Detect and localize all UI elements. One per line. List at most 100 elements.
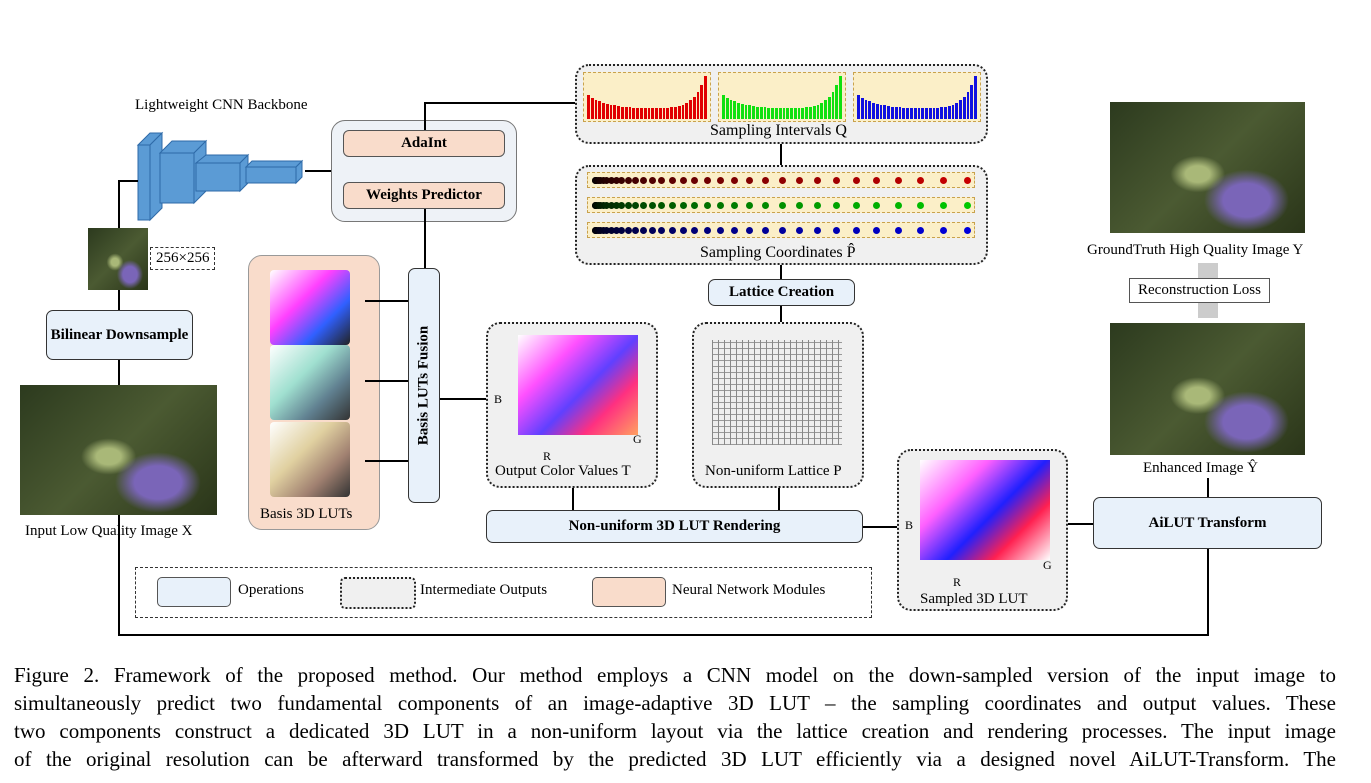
adaint-box: AdaInt bbox=[343, 130, 505, 157]
coordinate-dot bbox=[731, 201, 739, 209]
histogram-bar bbox=[909, 107, 913, 119]
coordinate-dot bbox=[691, 226, 699, 234]
histogram-bar bbox=[756, 106, 759, 119]
histogram-bar bbox=[835, 85, 839, 119]
axis-b-label: B bbox=[494, 392, 503, 406]
coordinate-dot bbox=[640, 201, 648, 209]
histogram-bar bbox=[621, 106, 624, 119]
histogram-bar bbox=[740, 103, 744, 119]
histogram-bar bbox=[917, 108, 921, 119]
lattice-cube bbox=[712, 340, 842, 445]
histogram-bar bbox=[812, 105, 816, 119]
input-image bbox=[20, 385, 217, 515]
legend-label-nn: Neural Network Modules bbox=[672, 582, 826, 598]
coordinate-dot bbox=[632, 201, 640, 209]
basis-lut-cube-3 bbox=[270, 422, 350, 497]
coordinate-dot bbox=[894, 176, 902, 184]
coordinate-dot bbox=[717, 201, 725, 209]
coordinate-dot bbox=[795, 201, 803, 209]
coordinate-dot bbox=[814, 176, 822, 184]
histogram-bar bbox=[974, 76, 977, 119]
coordinate-dot bbox=[658, 226, 666, 234]
coordinate-dot bbox=[717, 226, 725, 234]
histogram-bar bbox=[639, 107, 643, 119]
histogram-bar bbox=[959, 100, 962, 119]
histogram-bar bbox=[605, 103, 609, 119]
histogram-bar bbox=[725, 97, 729, 119]
input-image-label: Input Low Quality Image X bbox=[25, 523, 193, 539]
coords-red bbox=[587, 172, 975, 188]
histogram-bar bbox=[704, 76, 707, 119]
coordinate-dot bbox=[873, 201, 881, 209]
ailut-transform-box: AiLUT Transform bbox=[1093, 497, 1322, 549]
histogram-bar bbox=[887, 106, 891, 119]
fusion-box: Basis LUTs Fusion bbox=[408, 268, 440, 503]
histogram-bar bbox=[970, 85, 974, 119]
histogram-bar bbox=[636, 107, 639, 119]
histogram-bar bbox=[655, 108, 658, 119]
histogram-bar bbox=[860, 97, 864, 119]
histogram-bar bbox=[685, 102, 689, 119]
histogram-bar bbox=[767, 107, 771, 119]
bilinear-downsample-box: Bilinear Downsample bbox=[46, 310, 193, 360]
histogram-bar bbox=[744, 104, 748, 119]
coordinate-dot bbox=[599, 201, 607, 209]
basis-lut-cube-2 bbox=[270, 345, 350, 420]
histogram-bar bbox=[722, 95, 725, 119]
histogram-bar bbox=[820, 102, 824, 119]
coordinate-dot bbox=[731, 176, 739, 184]
coordinate-dot bbox=[917, 176, 925, 184]
histogram-bar bbox=[759, 107, 763, 119]
legend-swatch-nn bbox=[592, 577, 666, 607]
coords-blue bbox=[587, 222, 975, 238]
histogram-bar bbox=[857, 95, 860, 119]
histogram-bar bbox=[864, 99, 868, 119]
coordinate-dot bbox=[618, 201, 626, 209]
histogram-bar bbox=[786, 108, 790, 119]
coordinate-dot bbox=[612, 176, 620, 184]
legend-label-intermediate: Intermediate Outputs bbox=[420, 582, 548, 598]
sampled-lut-cube bbox=[920, 460, 1050, 560]
histogram-bar bbox=[805, 107, 808, 119]
legend-swatch-intermediate bbox=[340, 577, 416, 609]
histogram-bar bbox=[673, 106, 677, 119]
sampled-lut-label: Sampled 3D LUT bbox=[920, 591, 1028, 607]
histogram-bar bbox=[925, 108, 928, 119]
histogram-bar bbox=[913, 107, 917, 119]
histogram-bar bbox=[966, 91, 970, 119]
enhanced-image bbox=[1110, 323, 1305, 455]
weights-predictor-box: Weights Predictor bbox=[343, 182, 505, 209]
coordinate-dot bbox=[679, 201, 687, 209]
histogram-bar bbox=[894, 107, 898, 119]
axis-r-label: R bbox=[953, 575, 962, 589]
coordinate-dot bbox=[640, 226, 648, 234]
enhanced-label: Enhanced Image Ŷ bbox=[1143, 460, 1258, 476]
coordinate-dot bbox=[632, 176, 640, 184]
histogram-bar bbox=[651, 108, 655, 119]
output-values-label: Output Color Values T bbox=[495, 463, 631, 479]
coordinate-dot bbox=[624, 201, 632, 209]
coordinate-dot bbox=[618, 176, 626, 184]
histogram-bar bbox=[801, 107, 805, 119]
histogram-bar bbox=[737, 102, 740, 119]
coordinate-dot bbox=[873, 176, 881, 184]
coordinate-dot bbox=[778, 201, 786, 209]
histogram-red bbox=[583, 72, 711, 122]
coordinate-dot bbox=[599, 226, 607, 234]
axis-b-label: B bbox=[905, 518, 914, 532]
coordinate-dot bbox=[746, 176, 754, 184]
coordinate-dot bbox=[833, 201, 841, 209]
coordinate-dot bbox=[964, 176, 971, 184]
histogram-bar bbox=[891, 106, 894, 119]
histogram-bar bbox=[782, 108, 786, 119]
coordinate-dot bbox=[668, 176, 676, 184]
coordinate-dot bbox=[833, 226, 841, 234]
histogram-bar bbox=[790, 108, 793, 119]
coordinate-dot bbox=[778, 226, 786, 234]
histogram-bar bbox=[643, 107, 647, 119]
basis-lut-cube-1 bbox=[270, 270, 350, 345]
coordinate-dot bbox=[691, 176, 699, 184]
histogram-bar bbox=[658, 107, 662, 119]
legend bbox=[135, 567, 872, 618]
histogram-bar bbox=[587, 95, 590, 119]
